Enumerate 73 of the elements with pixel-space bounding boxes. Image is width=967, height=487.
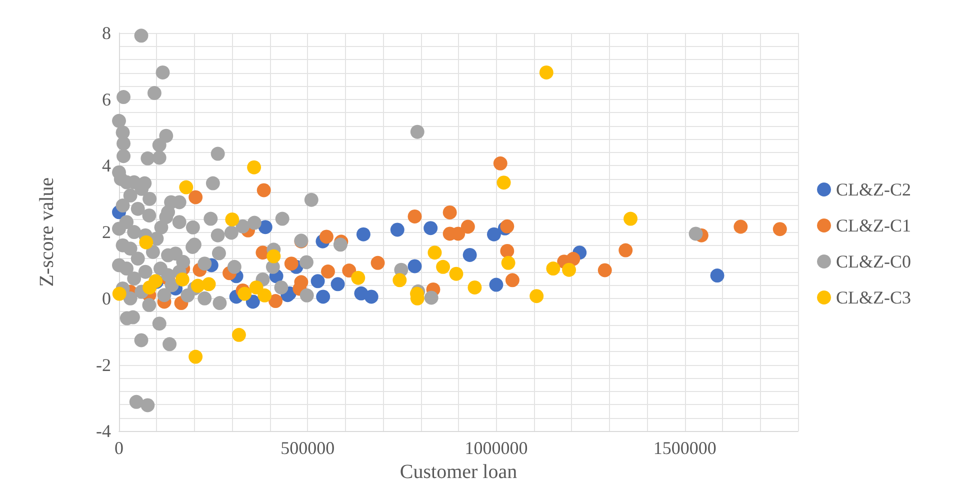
legend-label: CL&Z-C1 bbox=[836, 216, 911, 236]
point bbox=[342, 264, 356, 278]
point bbox=[175, 272, 190, 286]
point bbox=[188, 190, 203, 204]
y-tick-label: -2 bbox=[96, 354, 111, 375]
point bbox=[364, 290, 378, 304]
point bbox=[320, 264, 335, 279]
point bbox=[392, 273, 407, 288]
point bbox=[500, 244, 514, 258]
point bbox=[618, 243, 633, 258]
point bbox=[734, 220, 748, 234]
point bbox=[202, 277, 216, 292]
point bbox=[351, 270, 366, 285]
point bbox=[319, 230, 334, 244]
point bbox=[258, 220, 272, 234]
legend-label: CL&Z-C3 bbox=[836, 288, 911, 308]
point bbox=[442, 205, 457, 220]
point bbox=[539, 65, 554, 80]
y-tick-label: 0 bbox=[102, 288, 111, 308]
legend-label: CL&Z-C2 bbox=[836, 180, 911, 200]
point bbox=[486, 227, 501, 242]
y-tick-label: 4 bbox=[102, 156, 111, 176]
point bbox=[408, 209, 422, 224]
point bbox=[249, 280, 264, 294]
point bbox=[247, 160, 262, 174]
point bbox=[598, 263, 612, 278]
point bbox=[624, 212, 638, 226]
point bbox=[232, 328, 246, 342]
point bbox=[505, 273, 520, 288]
point bbox=[489, 278, 504, 292]
point bbox=[562, 262, 576, 277]
point bbox=[256, 183, 271, 198]
point bbox=[710, 268, 724, 283]
x-tick-label: 1500000 bbox=[653, 438, 716, 458]
point bbox=[179, 180, 194, 194]
point bbox=[284, 256, 298, 271]
point bbox=[501, 256, 516, 270]
x-tick-label: 1000000 bbox=[464, 438, 528, 458]
point bbox=[493, 156, 508, 170]
point bbox=[546, 262, 560, 276]
point bbox=[449, 266, 464, 281]
point bbox=[424, 221, 438, 236]
x-tick-label: 500000 bbox=[280, 438, 335, 458]
point bbox=[408, 259, 422, 274]
point bbox=[530, 289, 544, 304]
y-tick-label: 6 bbox=[102, 89, 111, 110]
point bbox=[428, 246, 442, 260]
point bbox=[356, 227, 370, 242]
y-tick-label: 2 bbox=[102, 222, 111, 242]
x-tick-label: 0 bbox=[114, 438, 124, 458]
y-tick-label: 8 bbox=[102, 23, 111, 43]
point bbox=[316, 290, 330, 304]
point bbox=[225, 212, 240, 226]
x-axis-title: Customer loan bbox=[400, 461, 518, 483]
point bbox=[436, 260, 450, 274]
point bbox=[370, 256, 385, 270]
point bbox=[258, 288, 272, 302]
point bbox=[772, 222, 787, 236]
point bbox=[462, 248, 477, 262]
point bbox=[268, 294, 283, 308]
point bbox=[238, 286, 252, 301]
y-tick-label: -4 bbox=[96, 421, 111, 442]
legend-label: CL&Z-C0 bbox=[836, 252, 911, 272]
point bbox=[188, 350, 203, 364]
point bbox=[390, 222, 404, 237]
point bbox=[496, 176, 511, 190]
point bbox=[500, 219, 514, 234]
point bbox=[468, 280, 482, 294]
y-axis-title: Z-score value bbox=[36, 177, 58, 287]
point bbox=[460, 220, 475, 234]
point bbox=[310, 274, 325, 288]
point bbox=[566, 252, 580, 266]
point bbox=[330, 277, 345, 292]
